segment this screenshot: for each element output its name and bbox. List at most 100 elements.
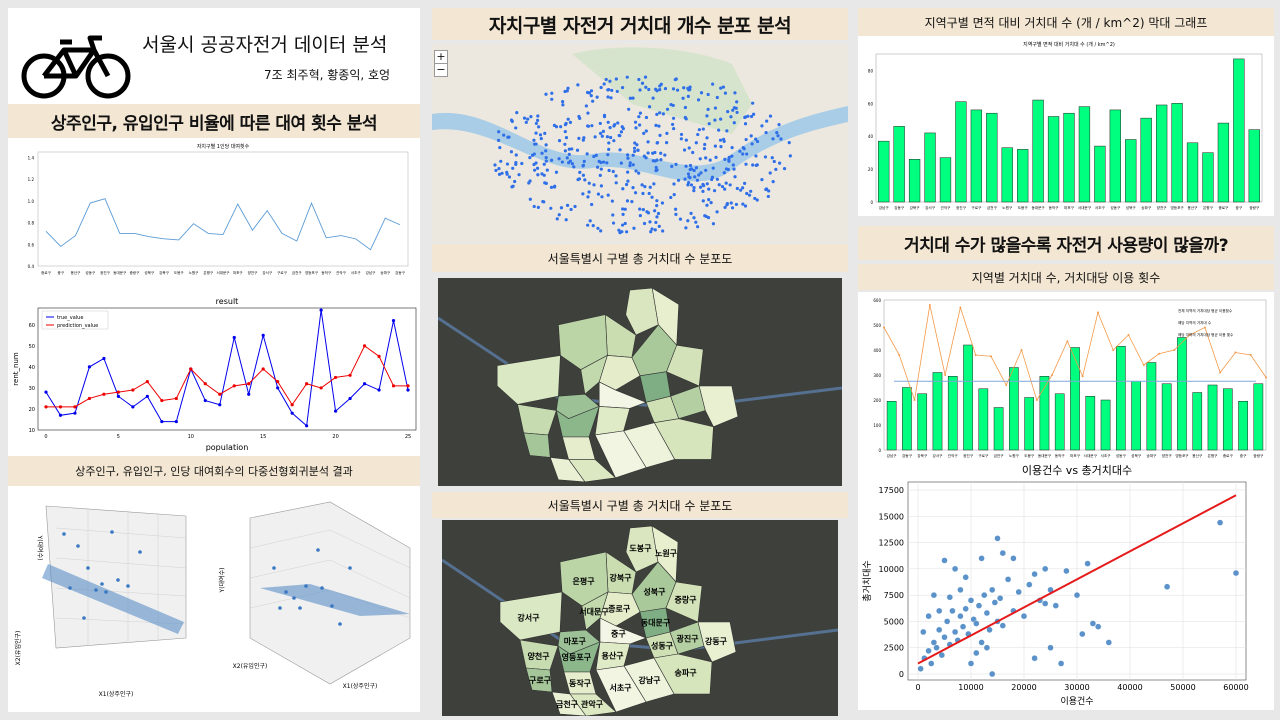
station-dot [536,114,540,118]
data-point [292,596,296,600]
data-point [999,622,1007,629]
station-dot [627,107,631,111]
station-dot [604,77,608,82]
station-dot [760,177,764,182]
station-dot [647,105,652,109]
data-point [334,375,338,380]
district-shape [499,591,563,641]
data-point [174,419,178,424]
x-tick-label: 중랑구 [1249,205,1260,210]
district-shape [549,457,586,483]
district-label: 성북구 [643,587,666,597]
station-dot [623,207,627,211]
station-dot [497,167,501,171]
station-dot [744,162,748,166]
district-label: 서초구 [609,683,632,693]
station-dot [752,112,756,116]
station-dot [771,137,775,141]
usage-point [1265,376,1267,379]
grid-line [249,529,331,549]
station-dot [655,203,659,208]
map3-caption: 서울특별시 구별 총 거치대 수 분포도 [547,498,733,513]
y-tick-label: 400 [873,348,881,353]
district-label: 구로구 [529,676,552,685]
regression-plane [260,584,410,616]
x-tick-label: 강남구 [366,270,376,275]
station-dot [672,182,676,186]
x-tick-label: 중구 [1236,206,1243,210]
station-dot [559,206,564,210]
station-dot [707,198,711,202]
usage-panel: 0 100 200 300 400 500 600 강남구 강동구 강북구 강서구 관악구 광진구 구로구… [858,292,1274,710]
data-point [941,557,948,564]
data-point [981,591,988,599]
station-dot [542,200,546,204]
station-dot [642,131,646,135]
station-dot [599,160,603,165]
station-dot [567,152,571,156]
station-dot [632,149,637,154]
x-tick-label: 종로구 [1218,206,1229,210]
usage-point [1112,349,1115,351]
district-shape [625,525,659,573]
zoom-out-button[interactable]: − [434,63,448,77]
usage-point [1188,334,1191,336]
usage-point [1081,375,1084,378]
x-axis-label: population [206,443,249,452]
data-point [967,660,975,667]
station-dot [557,213,561,217]
station-dot [595,95,599,99]
data-point [319,308,323,312]
station-dot [661,112,665,116]
data-point [68,586,72,590]
x-tick-label: 영등포구 [1175,453,1189,458]
x-tick-label: 노원구 [1009,453,1020,458]
district-label: 강동구 [705,636,728,646]
station-dot [750,142,754,146]
station-dot [542,162,546,166]
station-dot [528,197,532,201]
data-point [116,578,120,582]
station-dot [602,113,607,117]
data-point [203,398,207,403]
data-point [247,392,251,396]
x-tick-label: 0 [44,434,47,440]
rent-per-capita-line-chart: 자치구별 1인당 대여횟수 1.4 1.2 1.0 0.8 0.6 0.4 종로구 중구 용산구 성… [28,143,409,275]
x-tick-label: 20000 [1011,683,1036,692]
x-tick-label: 도봉구 [1024,453,1035,458]
station-map[interactable]: + − [432,44,848,242]
station-dot [544,149,548,153]
station-dot [606,88,610,92]
station-dot [755,198,759,202]
legend-entry: 해당 지역의 거치대당 평균 이용 횟수 [1178,332,1234,337]
station-dot [746,114,750,118]
zoom-in-button[interactable]: + [434,50,448,64]
station-dot [633,120,638,124]
station-dot [522,116,527,120]
x-tick-label: 영등포구 [305,270,319,275]
station-dot [528,156,532,160]
station-dot [534,142,538,146]
district-label: 중랑구 [674,595,697,605]
station-dot [514,160,518,165]
y-tick-label: 300 [873,373,881,378]
station-dot [637,77,641,82]
usage-point [913,399,916,401]
station-dot [638,123,642,127]
station-dot [584,104,588,108]
zoom-out-label: − [436,63,446,76]
station-dot [732,167,736,171]
station-dot [628,164,632,168]
station-dot [778,161,782,165]
data-point [988,670,996,678]
station-dot [563,142,567,146]
station-dot [699,91,704,95]
data-point [348,566,352,570]
station-dot [711,166,715,170]
station-dot [701,189,705,193]
station-dot [739,188,743,192]
station-dot [534,121,538,126]
x-tick-label: 60000 [1223,683,1248,692]
station-dot [708,158,712,162]
x-tick-label: 영등포구 [1170,205,1184,210]
